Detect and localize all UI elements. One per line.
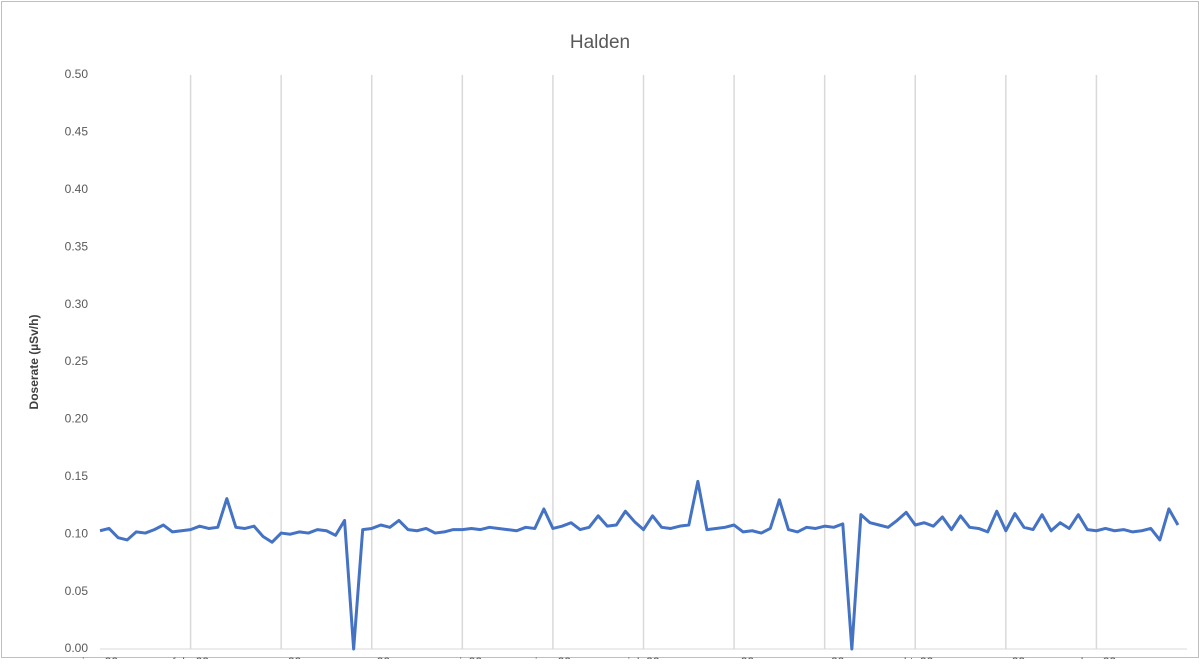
x-tick-label: des. 22 [1077,655,1117,659]
x-tick-label: aug. 22 [714,655,754,659]
y-axis-label: Doserate (µSv/h) [27,315,41,410]
y-tick-label: 0.45 [65,125,89,139]
y-tick-label: 0.30 [65,297,89,311]
x-tick-label: mai. 22 [443,655,483,659]
x-tick-label: feb. 22 [172,655,209,659]
data-line [99,479,1180,651]
x-tick-label: mar. 22 [261,655,301,659]
x-tick-label: jul. 22 [626,655,659,659]
x-tick-label: sep. 22 [805,655,845,659]
x-tick-label: okt. 22 [897,655,933,659]
x-tick-label: apr. 22 [353,655,390,659]
y-tick-label: 0.40 [65,182,89,196]
y-tick-label: 0.50 [65,67,89,81]
x-tick-label: jun. 22 [534,655,571,659]
chart-title: Halden [570,32,630,53]
y-tick-label: 0.15 [65,469,89,483]
x-tick-label: jan. 22 [81,655,118,659]
y-tick-label: 0.05 [65,584,89,598]
y-tick-label: 0.20 [65,412,89,426]
x-tick-label: nov. 22 [987,655,1026,659]
y-tick-label: 0.10 [65,526,89,540]
y-tick-label: 0.00 [65,641,89,655]
y-tick-label: 0.25 [65,354,89,368]
y-tick-label: 0.35 [65,239,89,253]
